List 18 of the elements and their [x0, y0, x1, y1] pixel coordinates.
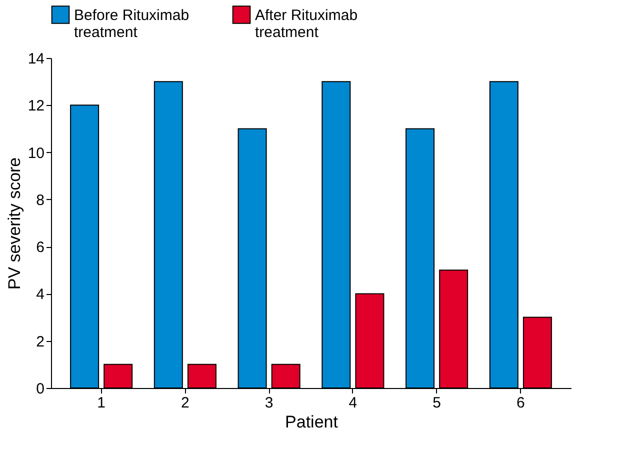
x-tick-label: 2	[181, 394, 190, 412]
y-tick-label: 0	[36, 380, 44, 398]
y-tick-label: 4	[36, 286, 44, 304]
x-tick-label: 3	[264, 394, 274, 412]
x-tick-label: 5	[432, 394, 441, 412]
x-tick-label: 1	[97, 394, 106, 412]
y-tick-label: 14	[28, 50, 44, 68]
legend-label: Before Rituximab treatment	[74, 6, 190, 41]
y-axis-title: PV severity score	[4, 157, 24, 290]
y-tick-label: 6	[36, 239, 44, 256]
y-tick-label: 10	[28, 144, 44, 162]
y-tick-label: 12	[28, 98, 44, 115]
y-tick-label: 8	[36, 192, 44, 209]
x-tick-label: 6	[516, 394, 525, 412]
x-axis-title: Patient	[285, 412, 338, 432]
y-tick-label: 2	[36, 333, 44, 350]
x-tick-label: 4	[348, 394, 358, 412]
legend-label: After Rituximab treatment	[255, 6, 358, 41]
